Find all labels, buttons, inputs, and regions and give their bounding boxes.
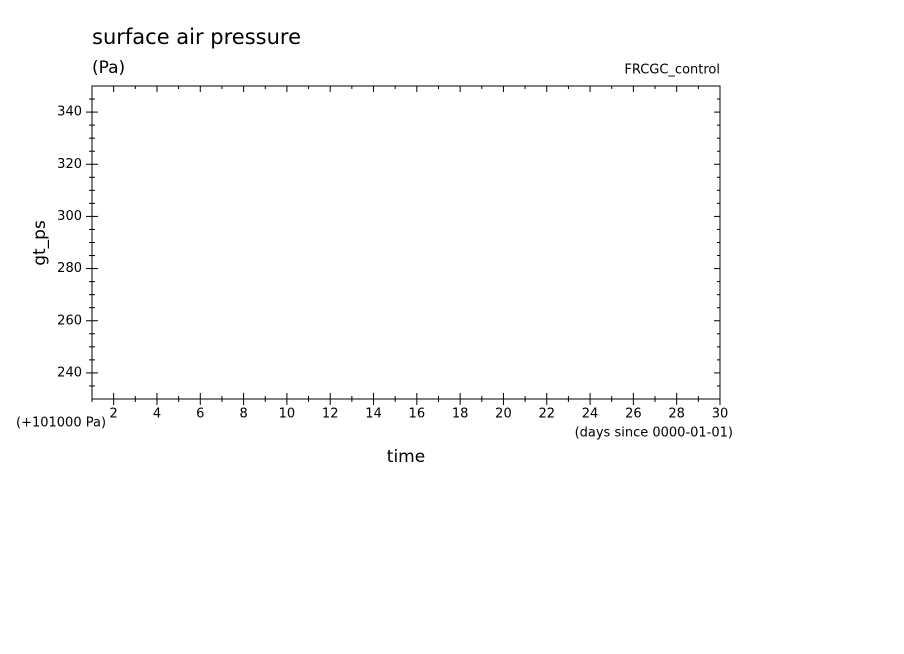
y-tick-label: 340 <box>57 105 82 120</box>
x-tick-label: 16 <box>409 407 426 422</box>
x-tick-label: 24 <box>582 407 599 422</box>
x-tick-label: 4 <box>153 407 161 422</box>
y-offset-label: (+101000 Pa) <box>16 416 106 431</box>
x-tick-label: 26 <box>625 407 642 422</box>
y-tick-label: 280 <box>57 261 82 276</box>
y-axis-label: gt_ps <box>30 220 50 266</box>
x-tick-label: 8 <box>239 407 247 422</box>
x-tick-label: 18 <box>452 407 469 422</box>
x-unit-label: (days since 0000-01-01) <box>575 426 733 441</box>
plot-frame <box>91 85 721 400</box>
y-tick-label: 300 <box>57 209 82 224</box>
x-tick-label: 10 <box>279 407 296 422</box>
x-tick-label: 22 <box>538 407 555 422</box>
x-tick-label: 30 <box>712 407 729 422</box>
x-tick-label: 20 <box>495 407 512 422</box>
chart-title: surface air pressure <box>92 25 301 49</box>
y-tick-label: 320 <box>57 157 82 172</box>
y-tick-label: 240 <box>57 365 82 380</box>
chart-subtitle: (Pa) <box>92 58 125 78</box>
x-tick-label: 2 <box>110 407 118 422</box>
x-tick-label: 14 <box>365 407 382 422</box>
y-tick-label: 260 <box>57 313 82 328</box>
annotation: FRCGC_control <box>624 63 720 78</box>
x-axis-label: time <box>387 447 425 467</box>
x-tick-label: 28 <box>668 407 685 422</box>
x-tick-label: 12 <box>322 407 339 422</box>
x-tick-label: 6 <box>196 407 204 422</box>
